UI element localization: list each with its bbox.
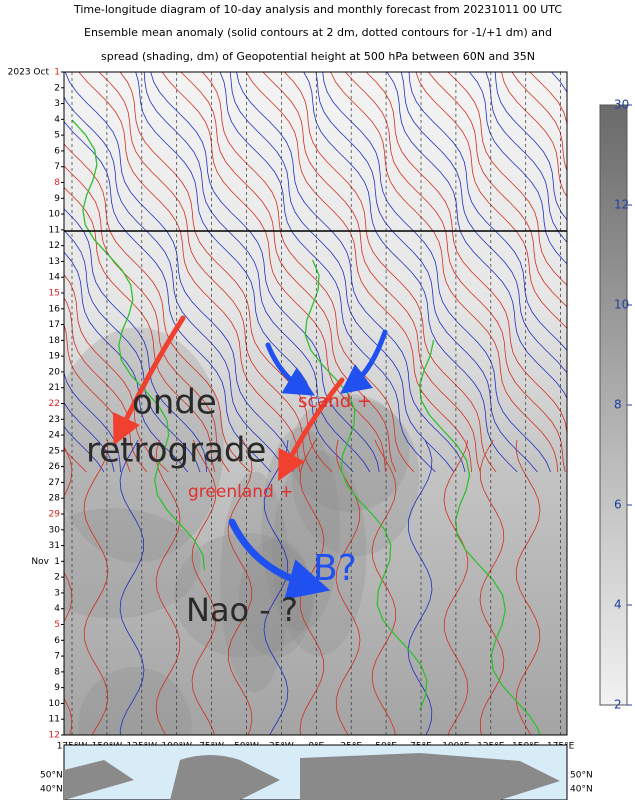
- map-lat-label: 40°N: [570, 785, 593, 795]
- day-label: 1: [54, 68, 60, 78]
- day-label: 26: [49, 462, 61, 472]
- day-label: 3: [54, 99, 60, 109]
- day-label: 7: [54, 162, 60, 172]
- day-label: 30: [49, 525, 61, 535]
- day-label: 1: [54, 557, 60, 567]
- month-label: 2023 Oct: [8, 68, 50, 78]
- day-label: 4: [54, 115, 60, 125]
- day-label: 10: [49, 699, 61, 709]
- annotation-scand: scand +: [298, 391, 372, 412]
- annotation-nao: Nao - ?: [186, 591, 298, 629]
- day-label: 2: [54, 573, 60, 583]
- day-label: 13: [49, 257, 60, 267]
- colorbar-label: 6: [614, 498, 622, 512]
- colorbar-label: 4: [614, 598, 622, 612]
- annotation-onde: onde: [132, 383, 217, 423]
- day-label: 4: [54, 604, 60, 614]
- annotation-greenland: greenland +: [188, 482, 293, 502]
- day-label: 18: [49, 336, 61, 346]
- day-label: 9: [54, 683, 60, 693]
- day-label: 2: [54, 83, 60, 93]
- day-label: 6: [54, 146, 60, 156]
- anomaly-contour: [0, 72, 4, 472]
- day-label: 24: [49, 431, 61, 441]
- anomaly-contour: [0, 72, 35, 472]
- day-label: 17: [49, 320, 60, 330]
- anomaly-contour: [0, 72, 46, 472]
- day-label: 16: [49, 304, 61, 314]
- day-label: 9: [54, 194, 60, 204]
- day-label: 15: [49, 289, 60, 299]
- day-label: 11: [49, 225, 60, 235]
- day-label: 8: [54, 667, 60, 677]
- colorbar-label: 12: [614, 198, 629, 212]
- day-label: 27: [49, 478, 60, 488]
- day-label: 28: [49, 494, 61, 504]
- annotation-retrograde: retrograde: [86, 431, 266, 471]
- month-label: Nov: [31, 557, 49, 567]
- day-label: 5: [54, 131, 60, 141]
- map-lat-label: 40°N: [40, 785, 63, 795]
- day-label: 12: [49, 731, 60, 741]
- colorbar-label: 10: [614, 298, 629, 312]
- day-label: 12: [49, 241, 60, 251]
- colorbar-label: 8: [614, 398, 622, 412]
- day-label: 8: [54, 178, 60, 188]
- day-label: 6: [54, 636, 60, 646]
- anomaly-contour: [0, 72, 28, 472]
- colorbar-label: 30: [614, 98, 629, 112]
- day-label: 3: [54, 588, 60, 598]
- day-label: 5: [54, 620, 60, 630]
- map-lat-label: 50°N: [40, 771, 63, 781]
- day-label: 10: [49, 210, 61, 220]
- day-label: 22: [49, 399, 60, 409]
- day-label: 21: [49, 383, 60, 393]
- title-line: Time-longitude diagram of 10-day analysi…: [73, 3, 562, 16]
- day-label: 25: [49, 446, 60, 456]
- colorbar-label: 2: [614, 698, 622, 712]
- day-label: 29: [49, 510, 61, 520]
- map-lat-label: 50°N: [570, 771, 593, 781]
- day-label: 20: [49, 367, 61, 377]
- day-label: 31: [49, 541, 60, 551]
- anomaly-contour: [0, 72, 20, 472]
- annotation-b: B?: [313, 548, 357, 589]
- day-label: 7: [54, 652, 60, 662]
- day-label: 14: [49, 273, 61, 283]
- map-strip: [64, 745, 567, 800]
- title-line: spread (shading, dm) of Geopotential hei…: [101, 50, 535, 63]
- day-label: 11: [49, 715, 60, 725]
- title-line: Ensemble mean anomaly (solid contours at…: [84, 26, 552, 39]
- day-label: 23: [49, 415, 60, 425]
- day-label: 19: [49, 352, 61, 362]
